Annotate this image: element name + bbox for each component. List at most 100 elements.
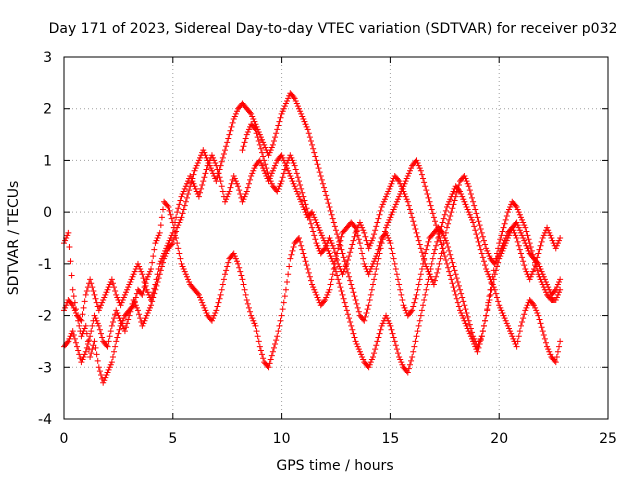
data-point	[87, 353, 94, 360]
data-point	[463, 322, 470, 329]
data-point	[529, 300, 536, 307]
data-point	[162, 253, 169, 260]
data-point	[364, 306, 371, 313]
data-point	[192, 165, 199, 172]
data-point	[210, 170, 217, 177]
data-point	[70, 304, 77, 311]
data-point	[152, 240, 159, 247]
data-point	[224, 139, 231, 146]
x-axis-label: GPS time / hours	[276, 458, 393, 474]
data-point	[220, 150, 227, 157]
data-point	[454, 185, 461, 192]
data-point	[378, 322, 385, 329]
data-point	[75, 347, 82, 354]
data-point	[515, 242, 522, 249]
data-point	[222, 198, 229, 205]
data-point	[260, 355, 267, 362]
data-point	[230, 116, 237, 123]
data-point	[452, 291, 459, 298]
data-point	[321, 246, 328, 253]
data-point	[487, 291, 494, 298]
data-point	[392, 201, 399, 208]
data-point	[369, 353, 376, 360]
data-point	[100, 297, 107, 304]
data-point	[302, 201, 309, 208]
data-point	[153, 282, 160, 289]
data-point	[430, 250, 437, 257]
data-point	[230, 250, 237, 257]
data-point	[325, 247, 332, 254]
data-point	[244, 184, 251, 191]
data-point	[509, 224, 516, 231]
data-point	[495, 298, 502, 305]
data-point	[375, 334, 382, 341]
data-point	[512, 202, 519, 209]
data-point	[242, 291, 249, 298]
data-point	[452, 193, 459, 200]
data-point	[242, 135, 249, 142]
data-point	[187, 183, 194, 190]
data-point	[448, 276, 455, 283]
data-point	[303, 262, 310, 269]
data-point	[512, 232, 519, 239]
data-point	[451, 267, 458, 274]
data-point	[517, 322, 524, 329]
data-point	[338, 233, 345, 240]
data-point	[229, 119, 236, 126]
data-point	[553, 353, 560, 360]
data-point	[423, 246, 430, 253]
data-point	[155, 275, 162, 282]
data-point	[225, 135, 232, 142]
data-point	[388, 245, 395, 252]
data-point	[62, 237, 69, 244]
data-point	[520, 219, 527, 226]
data-point	[420, 175, 427, 182]
data-point	[268, 352, 275, 359]
data-point	[487, 286, 494, 293]
data-point	[284, 278, 291, 285]
data-point	[355, 236, 362, 243]
data-point	[305, 130, 312, 137]
data-point	[366, 242, 373, 249]
data-point	[342, 303, 349, 310]
data-point	[502, 317, 509, 324]
data-point	[514, 338, 521, 345]
data-point	[289, 178, 296, 185]
data-point	[156, 271, 163, 278]
data-point	[377, 326, 384, 333]
data-point	[404, 369, 411, 376]
data-point	[82, 322, 89, 329]
data-point	[384, 222, 391, 229]
data-point	[552, 297, 559, 304]
data-point	[67, 258, 74, 265]
data-point	[428, 206, 435, 213]
data-point	[188, 179, 195, 186]
data-point	[140, 288, 147, 295]
data-point	[408, 210, 415, 217]
data-point	[347, 277, 354, 284]
data-point	[478, 229, 485, 236]
data-point	[503, 320, 510, 327]
data-point	[78, 359, 85, 366]
data-point	[401, 304, 408, 311]
data-point	[432, 218, 439, 225]
data-point	[387, 183, 394, 190]
data-point	[368, 263, 375, 270]
data-point	[482, 241, 489, 248]
data-point	[534, 309, 541, 316]
data-point	[310, 211, 317, 218]
data-point	[290, 180, 297, 187]
data-point	[398, 359, 405, 366]
data-point	[328, 276, 335, 283]
data-point	[288, 175, 295, 182]
data-point	[441, 235, 448, 241]
data-point	[280, 105, 287, 112]
y-axis-label: SDTVAR / TECUs	[6, 181, 22, 296]
data-point	[217, 291, 224, 298]
data-point	[266, 360, 273, 367]
data-point	[365, 302, 372, 309]
data-point	[450, 188, 457, 195]
data-point	[385, 235, 392, 241]
data-point	[303, 123, 310, 130]
data-point	[225, 259, 232, 266]
